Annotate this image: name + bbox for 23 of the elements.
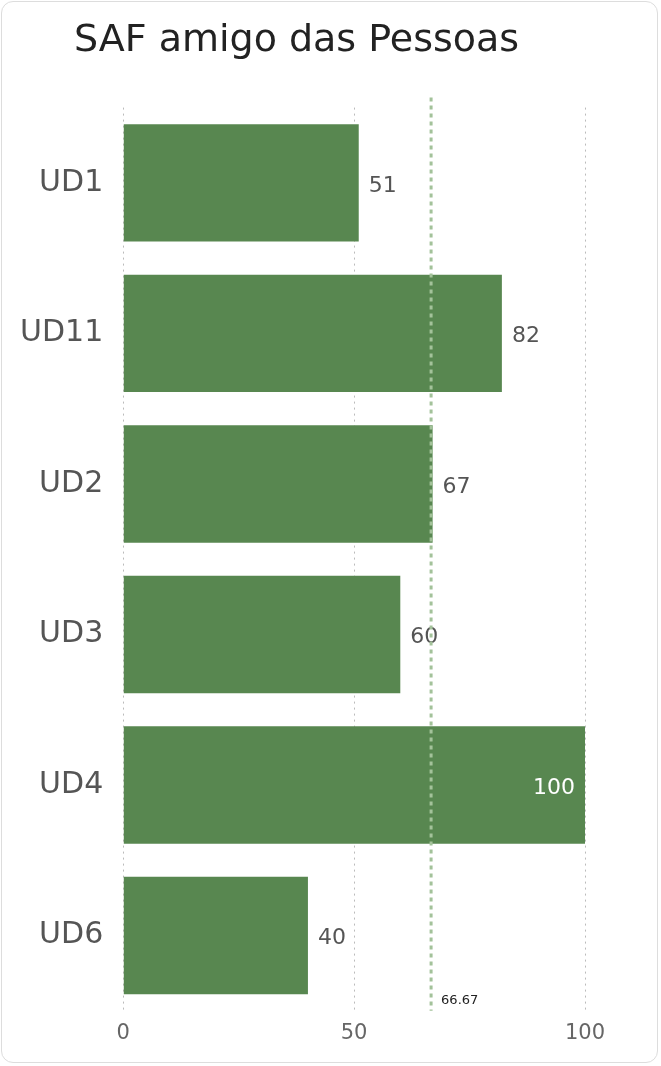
chart-title: SAF amigo das Pessoas bbox=[73, 15, 520, 60]
bar bbox=[123, 726, 585, 844]
y-tick-label: UD2 bbox=[39, 463, 104, 499]
bar bbox=[123, 274, 502, 393]
bar bbox=[123, 124, 359, 242]
data-label: 60 bbox=[410, 623, 439, 649]
x-tick-label: 50 bbox=[340, 1019, 368, 1044]
ref-line-label: 66.67 bbox=[441, 991, 479, 1007]
bar bbox=[123, 876, 308, 995]
data-label: 67 bbox=[442, 472, 471, 498]
y-tick-label: UD4 bbox=[39, 764, 104, 800]
y-tick-label: UD11 bbox=[20, 313, 104, 349]
x-tick-label: 100 bbox=[564, 1019, 606, 1044]
x-tick-label: 0 bbox=[116, 1019, 130, 1044]
data-label: 100 bbox=[533, 773, 575, 799]
data-label: 82 bbox=[511, 322, 540, 348]
y-tick-label: UD6 bbox=[39, 915, 104, 951]
data-label: 40 bbox=[317, 924, 346, 950]
bar bbox=[123, 425, 433, 543]
y-tick-label: UD1 bbox=[39, 162, 104, 198]
y-tick-label: UD3 bbox=[39, 614, 104, 650]
bar bbox=[123, 575, 401, 694]
data-label: 51 bbox=[368, 171, 397, 197]
